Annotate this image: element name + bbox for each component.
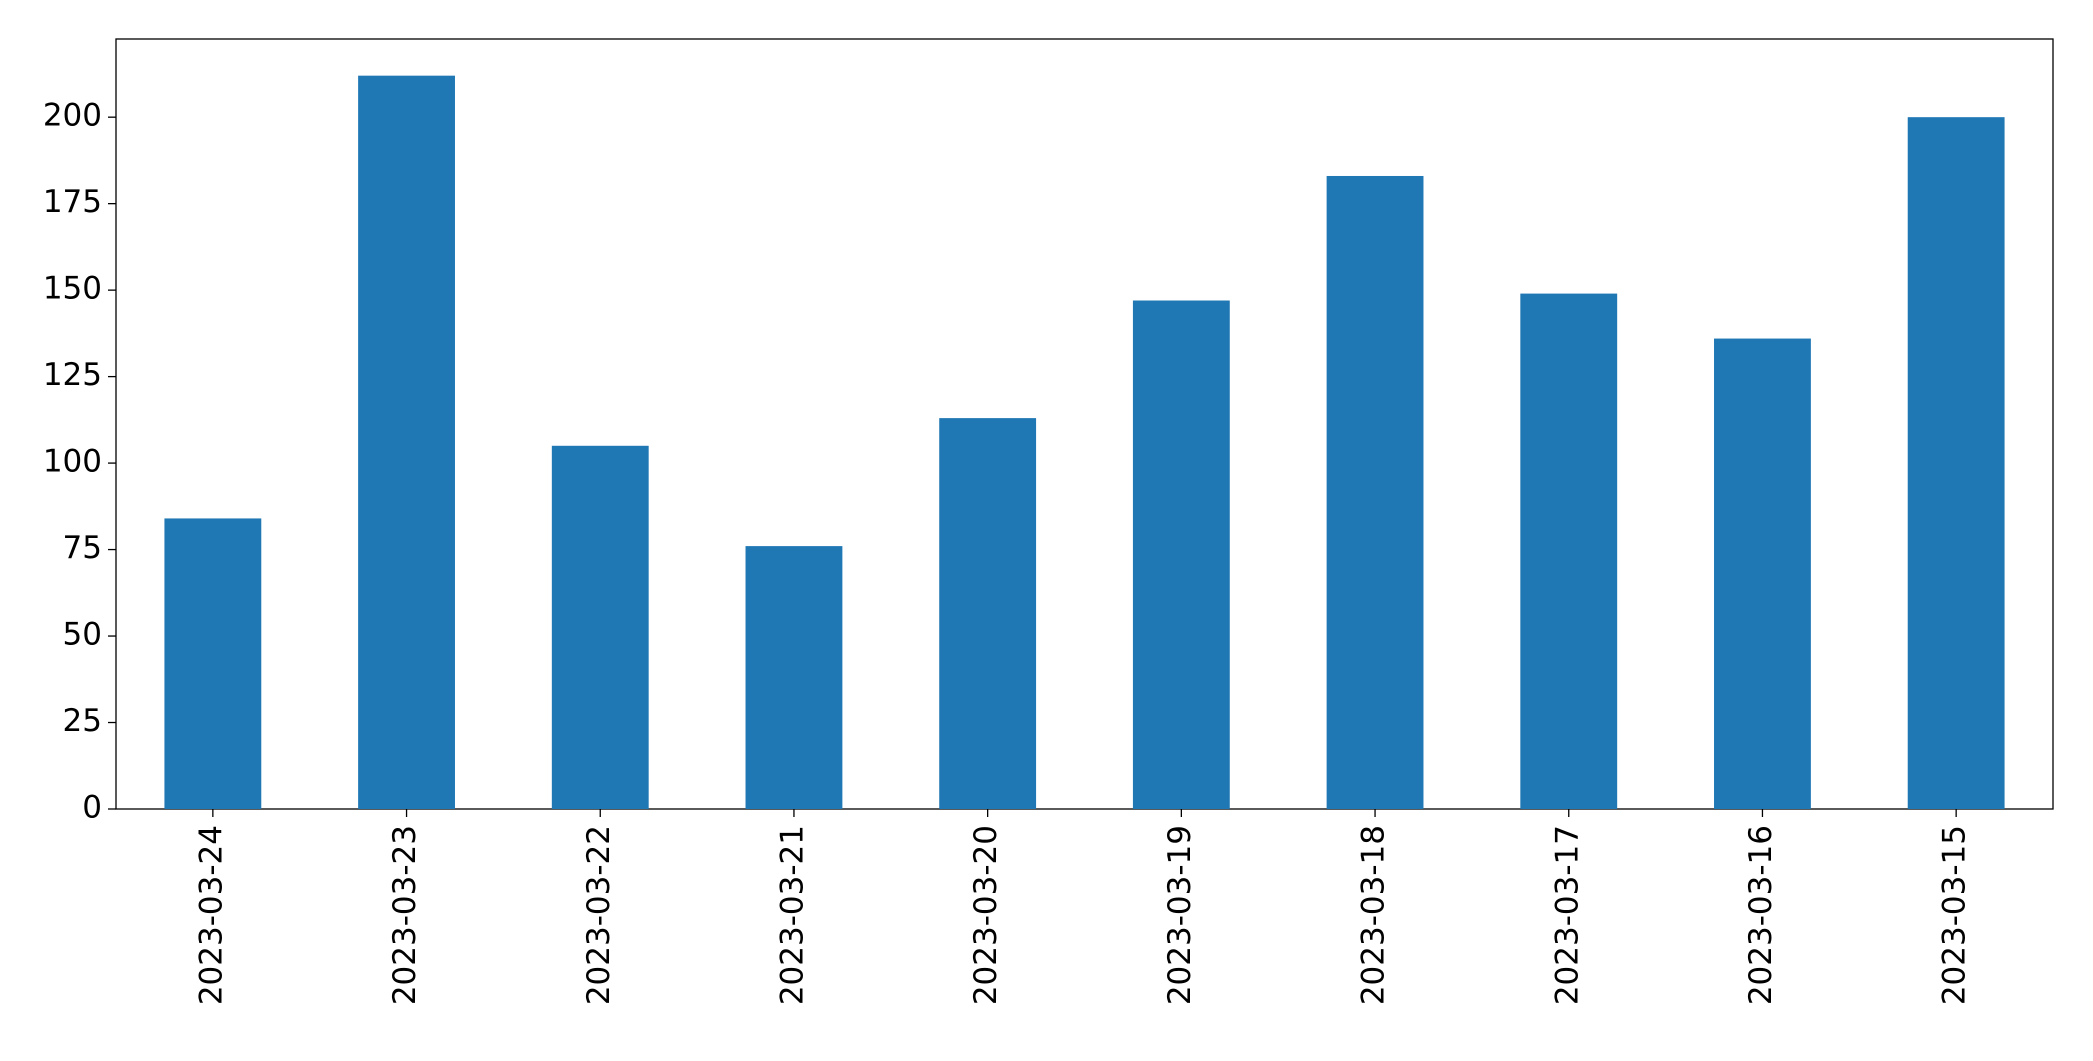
bar xyxy=(1326,175,1424,809)
x-tick-label: 2023-03-24 xyxy=(193,825,229,1005)
x-tick-label: 2023-03-15 xyxy=(1937,825,1973,1005)
bar xyxy=(551,445,649,809)
y-tick-label: 150 xyxy=(43,271,102,307)
x-tick-label: 2023-03-22 xyxy=(581,825,617,1005)
x-tick-label: 2023-03-18 xyxy=(1356,825,1392,1005)
y-tick-label: 100 xyxy=(43,444,102,480)
x-tick-label: 2023-03-20 xyxy=(968,825,1004,1005)
bar xyxy=(164,518,262,809)
bar xyxy=(939,418,1037,809)
y-tick-label: 50 xyxy=(63,617,102,653)
y-tick-label: 175 xyxy=(43,184,102,220)
y-tick-label: 0 xyxy=(82,790,102,826)
bar xyxy=(1907,117,2005,810)
bar xyxy=(1714,338,1811,809)
x-tick-label: 2023-03-21 xyxy=(774,825,810,1005)
bar xyxy=(1132,300,1230,809)
y-tick-label: 125 xyxy=(43,357,102,393)
y-tick-label: 75 xyxy=(63,530,102,566)
x-tick-label: 2023-03-19 xyxy=(1162,825,1198,1005)
bar xyxy=(358,75,455,809)
bar xyxy=(745,546,843,809)
x-tick-label: 2023-03-23 xyxy=(387,825,423,1005)
plot-frame xyxy=(115,38,2054,810)
bar xyxy=(1520,293,1618,809)
x-tick-label: 2023-03-17 xyxy=(1549,825,1585,1005)
x-tick-label: 2023-03-16 xyxy=(1743,825,1779,1005)
y-tick-label: 200 xyxy=(43,98,102,134)
y-tick-label: 25 xyxy=(63,703,102,739)
